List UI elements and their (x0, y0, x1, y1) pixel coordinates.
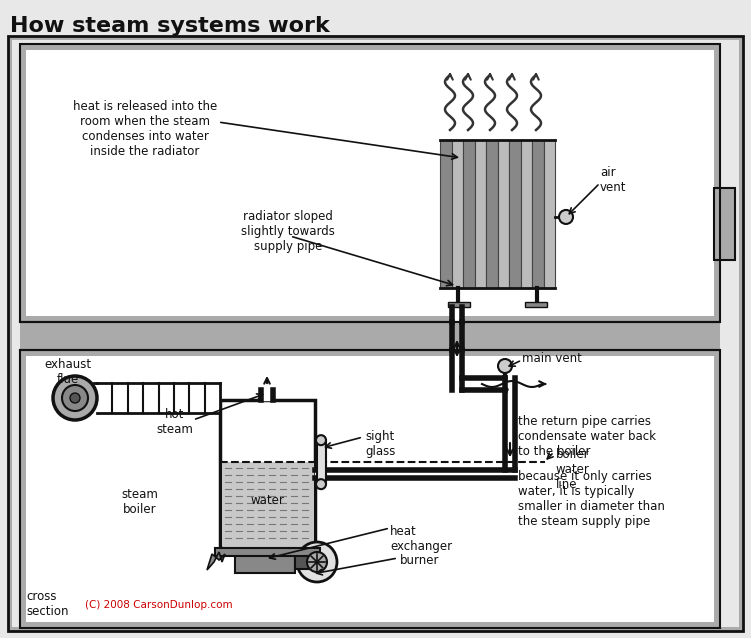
Text: hot
steam: hot steam (156, 408, 194, 436)
Text: heat
exchanger: heat exchanger (390, 525, 452, 553)
Text: because it only carries
water, it is typically
smaller in diameter than
the stea: because it only carries water, it is typ… (518, 470, 665, 528)
Circle shape (316, 479, 326, 489)
Bar (475, 140, 486, 288)
Bar (235, 551, 295, 573)
Bar (26, 50, 714, 316)
Bar (317, 440, 326, 484)
Text: burner: burner (400, 554, 439, 567)
Bar (20, 350, 720, 628)
Bar (451, 140, 463, 288)
Text: the return pipe carries
condensate water back
to the boiler: the return pipe carries condensate water… (518, 415, 656, 458)
Bar (26, 356, 714, 622)
Text: water: water (250, 494, 284, 507)
Bar (20, 44, 720, 322)
Text: boiler
water
line: boiler water line (556, 448, 590, 491)
Bar (20, 322, 720, 350)
Bar (714, 188, 735, 260)
Text: (C) 2008 CarsonDunlop.com: (C) 2008 CarsonDunlop.com (85, 600, 233, 610)
Text: air
vent: air vent (600, 166, 626, 194)
Bar (20, 44, 720, 322)
Text: radiator sloped
slightly towards
supply pipe: radiator sloped slightly towards supply … (241, 210, 335, 253)
Text: sight
glass: sight glass (365, 430, 395, 458)
Text: main vent: main vent (522, 352, 582, 364)
Circle shape (62, 385, 88, 411)
Circle shape (498, 359, 512, 373)
Bar (463, 140, 475, 288)
Bar (525, 302, 547, 307)
Bar (295, 555, 310, 569)
Circle shape (53, 376, 97, 420)
Bar (215, 548, 320, 556)
Bar (544, 140, 555, 288)
Text: cross
section: cross section (26, 590, 68, 618)
Text: heat is released into the
room when the steam
condenses into water
inside the ra: heat is released into the room when the … (73, 100, 217, 158)
Bar (714, 188, 735, 260)
Text: exhaust
flue: exhaust flue (44, 358, 92, 386)
Polygon shape (207, 552, 225, 570)
Text: How steam systems work: How steam systems work (10, 16, 330, 36)
Bar (532, 140, 544, 288)
Bar (486, 140, 497, 288)
Bar (497, 140, 509, 288)
Bar (20, 350, 720, 628)
Bar (440, 140, 451, 288)
Circle shape (297, 542, 337, 582)
Circle shape (316, 435, 326, 445)
Bar (520, 140, 532, 288)
Bar (509, 140, 520, 288)
Bar (220, 400, 315, 548)
Circle shape (559, 210, 573, 224)
Circle shape (307, 552, 327, 572)
Circle shape (70, 393, 80, 403)
Bar (448, 302, 470, 307)
Bar (222, 462, 313, 546)
Text: steam
boiler: steam boiler (122, 488, 158, 516)
